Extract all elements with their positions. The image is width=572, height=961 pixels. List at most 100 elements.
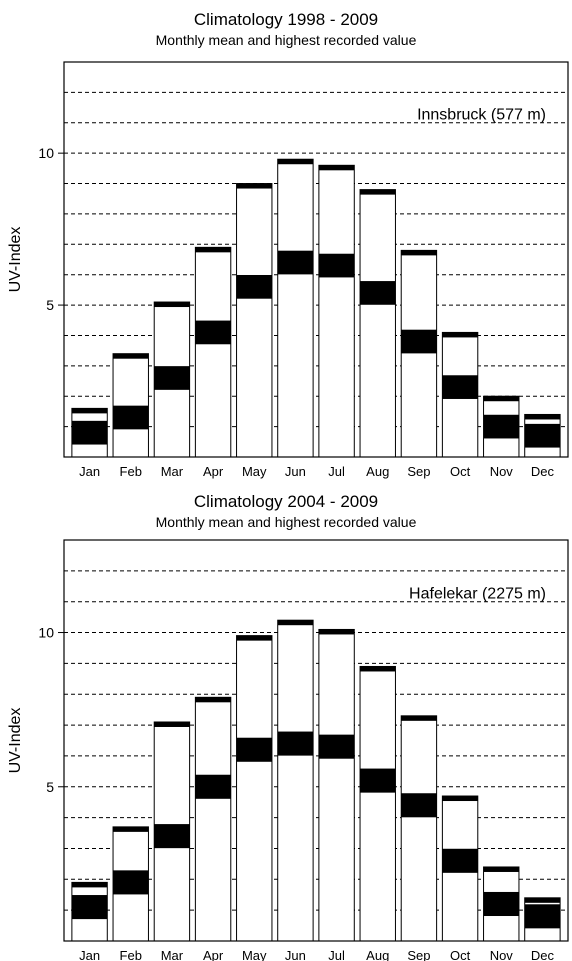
highest-marker-feb: [113, 353, 149, 359]
mean-marker-aug: [360, 281, 396, 305]
bar-highest-jul: [318, 164, 355, 458]
bar-highest-jun: [277, 158, 314, 458]
mean-marker-apr: [195, 320, 231, 345]
mean-marker-oct: [442, 375, 478, 399]
station-annotation: Hafelekar (2275 m): [409, 585, 546, 602]
mean-marker-mar: [154, 366, 190, 390]
bar-highest-sep: [400, 715, 438, 942]
x-tick-label: Nov: [490, 464, 514, 479]
mean-marker-sep: [401, 329, 437, 354]
mean-marker-dec: [524, 904, 561, 929]
x-tick-label: Feb: [120, 464, 142, 479]
y-tick-label: 5: [46, 297, 54, 313]
plot-frame: [63, 539, 569, 942]
x-tick-label: Aug: [366, 948, 389, 961]
highest-marker-jan: [71, 408, 108, 414]
x-tick-label: Apr: [203, 464, 224, 479]
chart-subtitle: Monthly mean and highest recorded value: [155, 32, 417, 48]
x-tick-label: Jul: [328, 464, 345, 479]
bar-highest-sep: [400, 249, 438, 458]
highest-marker-dec: [524, 414, 561, 420]
bar-highest-may: [236, 183, 273, 458]
mean-marker-nov: [483, 891, 519, 917]
mean-marker-oct: [442, 848, 478, 873]
highest-marker-jun: [277, 159, 314, 165]
bar-highest-may: [236, 635, 273, 942]
mean-marker-nov: [483, 414, 519, 439]
x-tick-label: Mar: [161, 948, 184, 961]
chart-title: Climatology 2004 - 2009: [193, 492, 379, 511]
highest-marker-sep: [401, 715, 437, 721]
x-tick-label: Dec: [531, 464, 555, 479]
chart-plot-innsbruck: Jan Feb Mar Apr May Jun Jul Aug Sep Oct Nov Dec 5 10 U…: [7, 61, 569, 479]
x-tick-label: Jul: [328, 948, 345, 961]
bar-highest-aug: [359, 665, 396, 942]
x-tick-label: Jan: [79, 948, 100, 961]
highest-marker-aug: [360, 189, 396, 195]
chart-innsbruck: Climatology 1998 - 2009 Monthly mean and…: [7, 10, 569, 479]
mean-marker-jan: [71, 895, 108, 920]
bar-highest-jul: [318, 628, 355, 942]
highest-marker-mar: [154, 302, 190, 308]
mean-marker-jul: [318, 253, 355, 278]
mean-marker-sep: [401, 793, 437, 818]
highest-marker-nov: [483, 396, 519, 402]
highest-marker-aug: [360, 666, 396, 672]
bar-highest-apr: [194, 246, 232, 458]
mean-marker-feb: [113, 405, 149, 430]
highest-marker-oct: [442, 332, 478, 338]
x-tick-label: Oct: [450, 948, 471, 961]
bar-highest-jun: [277, 619, 314, 942]
mean-marker-jun: [277, 731, 314, 756]
plot-frame: [63, 61, 569, 458]
highest-marker-may: [236, 635, 272, 641]
highest-marker-jun: [277, 620, 314, 626]
x-tick-label: Sep: [407, 464, 430, 479]
highest-marker-nov: [483, 866, 519, 872]
mean-marker-may: [236, 274, 272, 299]
highest-marker-dec: [524, 897, 561, 903]
highest-marker-oct: [442, 796, 478, 802]
x-tick-label: Jun: [285, 948, 306, 961]
highest-marker-sep: [401, 250, 437, 256]
highest-marker-may: [236, 183, 272, 189]
bar-highest-feb: [112, 353, 149, 458]
mean-marker-aug: [360, 768, 396, 793]
x-tick-label: Mar: [161, 464, 184, 479]
highest-marker-apr: [195, 247, 231, 253]
x-tick-label: Sep: [407, 948, 430, 961]
highest-marker-jan: [71, 882, 108, 888]
mean-marker-jan: [71, 420, 108, 445]
chart-subtitle: Monthly mean and highest recorded value: [155, 514, 417, 530]
bar-highest-apr: [194, 696, 232, 942]
y-axis-label: UV-Index: [7, 708, 24, 774]
mean-marker-feb: [113, 870, 149, 895]
x-tick-label: May: [242, 464, 267, 479]
x-tick-label: Apr: [203, 948, 224, 961]
x-tick-label: May: [242, 948, 267, 961]
mean-marker-jul: [318, 734, 355, 759]
x-tick-label: Jan: [79, 464, 100, 479]
mean-marker-apr: [195, 774, 231, 799]
station-annotation: Innsbruck (577 m): [417, 107, 546, 124]
mean-marker-dec: [524, 423, 561, 448]
x-tick-label: Oct: [450, 464, 471, 479]
y-tick-label: 10: [38, 145, 54, 161]
highest-marker-jul: [318, 629, 355, 635]
y-tick-label: 5: [46, 779, 54, 795]
chart-hafelekar: Climatology 2004 - 2009 Monthly mean and…: [0, 482, 572, 961]
bar-highest-aug: [359, 189, 396, 458]
y-tick-label: 10: [38, 625, 54, 641]
x-tick-label: Feb: [120, 948, 142, 961]
highest-marker-feb: [113, 826, 149, 832]
mean-marker-mar: [154, 824, 190, 849]
y-axis-label: UV-Index: [7, 227, 24, 293]
mean-marker-jun: [277, 250, 314, 275]
x-tick-label: Nov: [490, 948, 514, 961]
highest-marker-jul: [318, 165, 355, 171]
chart-plot-hafelekar: Jan Feb Mar Apr May Jun Jul Aug Sep Oct Nov Dec 5 10 U…: [7, 539, 569, 961]
x-tick-label: Aug: [366, 464, 389, 479]
mean-marker-may: [236, 737, 272, 762]
chart-title: Climatology 1998 - 2009: [193, 10, 379, 29]
x-tick-label: Dec: [531, 948, 555, 961]
